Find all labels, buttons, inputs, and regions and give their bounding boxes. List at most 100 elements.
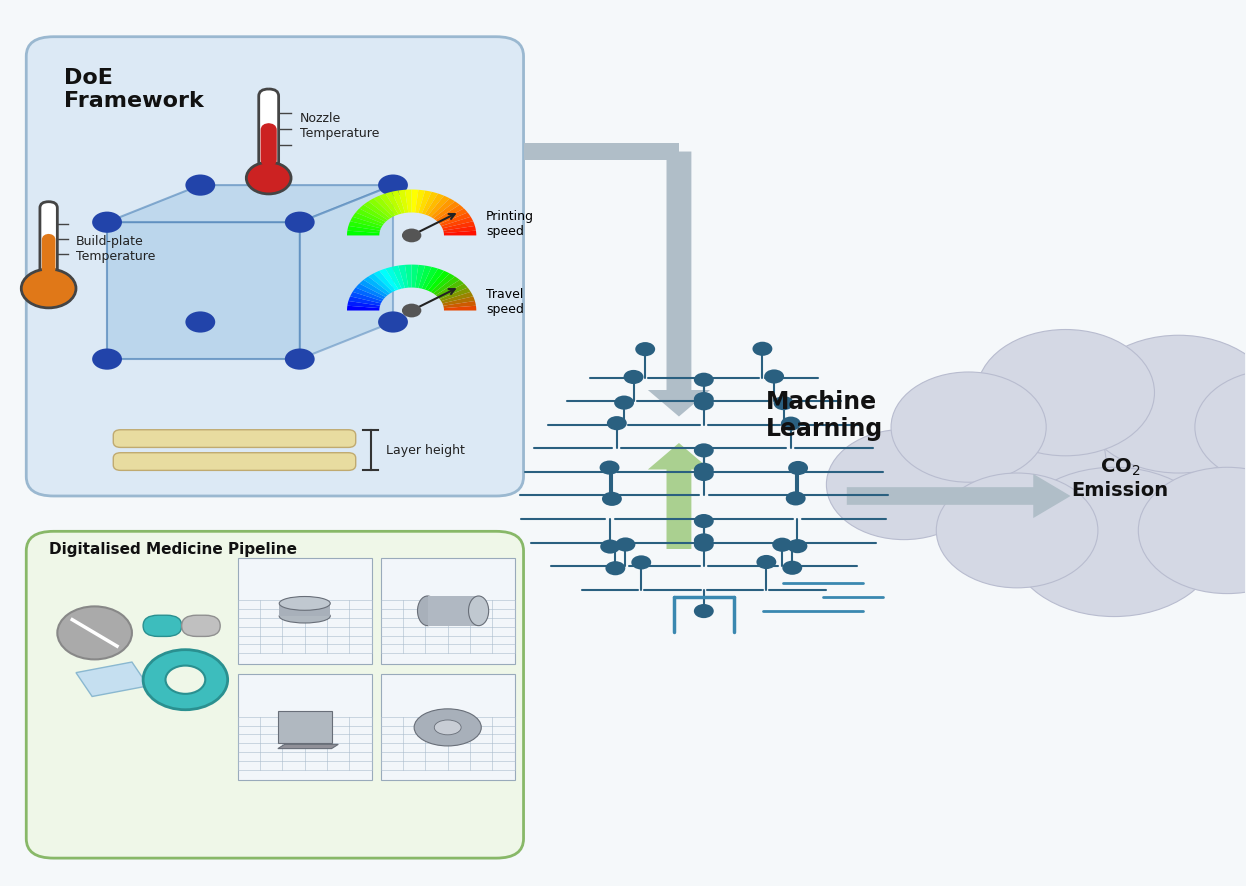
Circle shape [186, 311, 216, 332]
Circle shape [891, 372, 1047, 482]
Polygon shape [369, 274, 392, 293]
Polygon shape [300, 185, 392, 359]
Circle shape [789, 461, 807, 475]
Text: DoE
Framework: DoE Framework [64, 67, 203, 111]
Polygon shape [374, 196, 395, 217]
Polygon shape [419, 266, 431, 289]
Polygon shape [364, 201, 390, 220]
Polygon shape [421, 267, 437, 290]
FancyArrow shape [648, 443, 710, 549]
Circle shape [623, 369, 643, 384]
Circle shape [607, 416, 627, 431]
Circle shape [694, 443, 714, 457]
Polygon shape [350, 217, 383, 229]
Circle shape [632, 556, 652, 570]
Polygon shape [411, 190, 419, 213]
Circle shape [773, 538, 792, 552]
Circle shape [1082, 335, 1246, 473]
Circle shape [896, 387, 1106, 536]
Polygon shape [425, 193, 444, 215]
Text: Build-plate
Temperature: Build-plate Temperature [76, 236, 156, 263]
Polygon shape [391, 266, 405, 289]
Circle shape [599, 461, 619, 475]
FancyBboxPatch shape [259, 89, 279, 168]
Polygon shape [444, 226, 476, 233]
FancyBboxPatch shape [380, 674, 515, 781]
Polygon shape [421, 191, 437, 214]
Text: CO$_2$
Emission: CO$_2$ Emission [1072, 456, 1169, 500]
Polygon shape [349, 296, 381, 306]
FancyBboxPatch shape [26, 36, 523, 496]
Polygon shape [349, 222, 381, 230]
Circle shape [786, 492, 806, 506]
Text: Digitalised Medicine Pipeline: Digitalised Medicine Pipeline [49, 542, 297, 557]
FancyBboxPatch shape [113, 430, 355, 447]
Circle shape [143, 649, 228, 710]
Circle shape [1195, 369, 1246, 485]
Circle shape [92, 212, 122, 233]
Polygon shape [346, 306, 380, 310]
Polygon shape [441, 217, 473, 229]
Polygon shape [437, 284, 467, 299]
Circle shape [378, 311, 407, 332]
Polygon shape [359, 280, 388, 297]
Polygon shape [350, 291, 383, 303]
Circle shape [1240, 414, 1246, 532]
Polygon shape [427, 196, 450, 217]
Ellipse shape [279, 610, 330, 623]
Circle shape [782, 561, 802, 575]
Circle shape [774, 396, 794, 410]
Text: Layer height: Layer height [385, 444, 465, 456]
Polygon shape [359, 205, 388, 222]
FancyBboxPatch shape [26, 532, 523, 859]
Polygon shape [391, 190, 405, 214]
Polygon shape [278, 744, 339, 749]
Circle shape [936, 473, 1098, 587]
Polygon shape [441, 291, 473, 303]
Polygon shape [442, 222, 475, 230]
Circle shape [635, 342, 655, 356]
Polygon shape [425, 268, 444, 291]
Circle shape [166, 665, 206, 694]
Circle shape [694, 392, 714, 406]
Polygon shape [379, 193, 399, 215]
Circle shape [694, 373, 714, 387]
Polygon shape [440, 288, 471, 301]
Polygon shape [440, 213, 471, 226]
Polygon shape [385, 191, 401, 214]
Polygon shape [444, 230, 476, 236]
Polygon shape [436, 280, 464, 297]
FancyBboxPatch shape [42, 234, 56, 275]
Polygon shape [348, 226, 380, 233]
Polygon shape [444, 301, 476, 308]
Circle shape [92, 348, 122, 369]
FancyBboxPatch shape [279, 603, 330, 616]
FancyBboxPatch shape [260, 123, 277, 167]
Polygon shape [348, 301, 380, 308]
Text: Nozzle
Temperature: Nozzle Temperature [300, 112, 379, 140]
FancyArrow shape [648, 152, 710, 416]
Circle shape [57, 606, 132, 659]
FancyBboxPatch shape [238, 674, 371, 781]
Polygon shape [107, 222, 300, 359]
Text: Travel
speed: Travel speed [486, 288, 525, 315]
Circle shape [378, 175, 407, 196]
Polygon shape [278, 711, 331, 743]
Polygon shape [405, 265, 411, 288]
Polygon shape [76, 662, 148, 696]
Circle shape [285, 348, 315, 369]
Circle shape [247, 162, 292, 194]
Polygon shape [442, 296, 475, 306]
Circle shape [694, 538, 714, 552]
Polygon shape [427, 271, 450, 292]
Ellipse shape [417, 596, 437, 626]
Polygon shape [431, 198, 455, 218]
Circle shape [694, 467, 714, 481]
Circle shape [402, 229, 421, 243]
Ellipse shape [435, 720, 461, 734]
Ellipse shape [414, 709, 481, 746]
Polygon shape [415, 265, 425, 288]
Circle shape [781, 416, 801, 431]
Circle shape [694, 533, 714, 548]
Ellipse shape [279, 596, 330, 610]
